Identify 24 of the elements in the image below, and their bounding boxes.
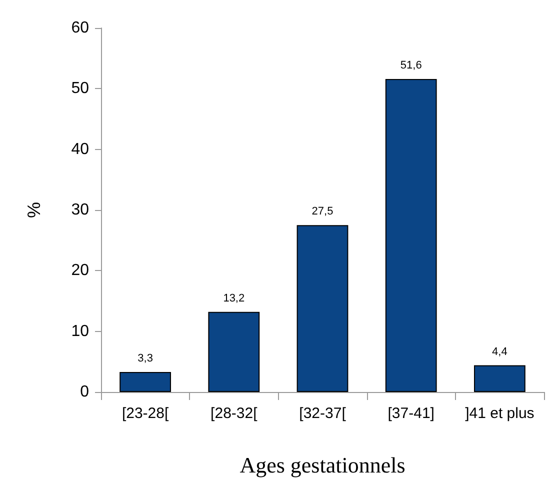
x-axis-title: Ages gestationnels <box>240 452 406 478</box>
data-label: 27,5 <box>312 206 334 218</box>
data-label: 4,4 <box>492 346 508 358</box>
y-tick-label: 0 <box>80 384 90 400</box>
x-tick-label: [37-41] <box>388 405 434 422</box>
bar <box>296 225 348 392</box>
x-tick-label: [28-32[ <box>210 405 258 422</box>
bar <box>474 365 526 392</box>
data-label: 3,3 <box>138 352 153 364</box>
x-tick-label: ]41 et plus <box>465 405 534 422</box>
x-tick-label: [23-28[ <box>122 405 170 422</box>
y-tick-label: 50 <box>71 80 90 98</box>
data-label: 51,6 <box>400 59 422 72</box>
bar <box>208 312 260 392</box>
y-tick-label: 20 <box>71 262 90 280</box>
y-tick-label: 60 <box>71 20 90 36</box>
y-tick-label: 30 <box>71 202 90 218</box>
y-axis-title: % <box>24 202 44 218</box>
data-label: 13,2 <box>223 292 245 304</box>
y-tick-label: 10 <box>71 322 90 340</box>
bar <box>120 372 171 392</box>
y-tick-label: 40 <box>71 140 90 158</box>
x-tick-label: [32-37[ <box>299 405 347 422</box>
bar <box>385 78 437 392</box>
